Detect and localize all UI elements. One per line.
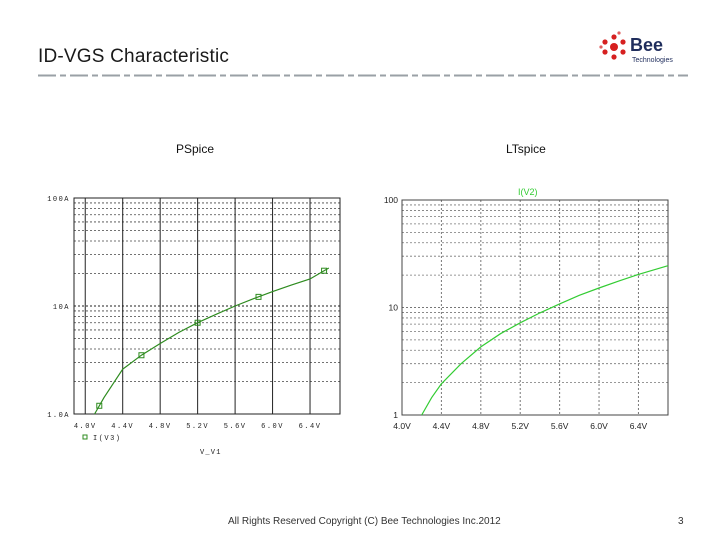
pspice-series-markers <box>96 267 328 409</box>
x-tick-label: 4.4V <box>433 421 451 431</box>
data-point-marker <box>96 402 103 409</box>
x-tick-label: 4.8V <box>149 423 172 431</box>
y-tick-label: 100A <box>47 196 70 204</box>
x-tick-label: 4.8V <box>472 421 490 431</box>
ltspice-grid <box>402 199 668 416</box>
legend-marker-icon <box>82 434 88 440</box>
slide-title: ID-VGS Characteristic <box>38 46 230 67</box>
ltspice-x-tick-labels: 4.0V 4.4V 4.8V 5.2V 5.6V 6.0V 6.4V <box>393 421 647 431</box>
legend-series-label: I(V3) <box>93 435 122 443</box>
logo-mark-icon: Bee Technologies <box>599 31 673 64</box>
ltspice-y-tick-labels: 1 10 100 <box>384 195 398 420</box>
footer-copyright: All Rights Reserved Copyright (C) Bee Te… <box>228 516 501 527</box>
plot-frame <box>401 199 669 416</box>
pspice-axes <box>73 197 341 415</box>
x-tick-label: 5.2V <box>511 421 529 431</box>
pspice-panel-label: PSpice <box>176 142 215 156</box>
pspice-x-tick-labels: 4.0V 4.4V 4.8V 5.2V 5.6V 6.0V 6.4V <box>74 423 322 431</box>
x-tick-label: 5.2V <box>186 423 209 431</box>
ltspice-series-label: I(V2) <box>518 187 538 197</box>
x-tick-label: 5.6V <box>224 423 247 431</box>
pspice-chart: 1.0A 10A 100A 4.0V 4.4V 4.8V 5.2V 5.6V 6.0V 6.4V… <box>47 196 341 457</box>
y-tick-label: 10 <box>389 303 399 313</box>
x-tick-label: 4.0V <box>393 421 411 431</box>
pspice-legend: I(V3) <box>82 434 122 443</box>
data-point-marker <box>321 267 328 274</box>
x-tick-label: 6.0V <box>261 423 284 431</box>
data-point-marker <box>255 293 262 300</box>
x-tick-label: 4.4V <box>111 423 134 431</box>
data-point-marker <box>138 352 145 359</box>
y-tick-label: 1.0A <box>47 412 70 420</box>
x-tick-label: 4.0V <box>74 423 97 431</box>
ltspice-axes <box>401 199 669 416</box>
page-number: 3 <box>678 516 684 527</box>
plot-frame <box>73 197 341 415</box>
pspice-series-line <box>94 267 330 415</box>
pspice-x-axis-title: V_V1 <box>200 449 222 457</box>
x-tick-label: 6.4V <box>299 423 322 431</box>
data-point-marker <box>194 319 201 326</box>
ltspice-chart: 1 10 100 4.0V 4.4V 4.8V 5.2V 5.6V 6.0V 6.4V I(V2… <box>384 187 669 431</box>
ltspice-series-line <box>421 265 669 416</box>
x-tick-label: 6.0V <box>590 421 608 431</box>
y-tick-label: 1 <box>393 410 398 420</box>
title-underline <box>38 74 688 77</box>
logo-subtext: Technologies <box>632 57 673 64</box>
x-tick-label: 6.4V <box>630 421 648 431</box>
ltspice-panel-label: LTspice <box>506 142 546 156</box>
x-tick-label: 5.6V <box>551 421 569 431</box>
y-tick-label: 100 <box>384 195 398 205</box>
y-tick-label: 10A <box>53 304 70 312</box>
bee-technologies-logo: Bee Technologies <box>598 30 698 66</box>
pspice-y-tick-labels: 1.0A 10A 100A <box>47 196 70 420</box>
logo-word: Bee <box>630 35 663 55</box>
